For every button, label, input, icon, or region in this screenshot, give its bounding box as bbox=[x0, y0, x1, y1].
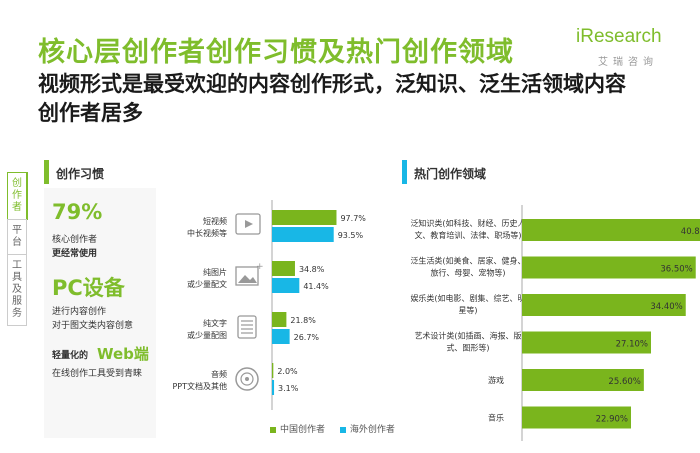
overseas-bar bbox=[272, 380, 275, 395]
legend-item-china: 中国创作者 bbox=[270, 422, 325, 435]
left-category-label: 纯图片 bbox=[203, 267, 227, 277]
stat2-line2: 对于图文类内容创意 bbox=[52, 321, 134, 331]
left-category-label: PPT文档及其他 bbox=[172, 381, 227, 391]
china-bar bbox=[272, 261, 295, 276]
china-bar bbox=[272, 210, 337, 225]
field-value-label: 36.50% bbox=[660, 265, 692, 275]
field-bar bbox=[522, 406, 632, 429]
audio-disc-icon bbox=[235, 367, 259, 391]
stat3-line1: 在线创作工具受到青睐 bbox=[52, 369, 143, 379]
image-icon: + bbox=[235, 262, 264, 286]
field-value-label: 40.80% bbox=[681, 227, 700, 237]
field-category-label: 式、图形等) bbox=[446, 343, 489, 353]
legend-item-overseas: 海外创作者 bbox=[339, 422, 395, 435]
left-category-label: 或少量配图 bbox=[187, 330, 227, 340]
bar-value-label: 26.7% bbox=[294, 333, 320, 342]
field-category-label: 旅行、母婴、宠物等) bbox=[430, 268, 505, 278]
section-heading-fields: 热门创作领域 bbox=[414, 167, 487, 181]
stat3-prefix: 轻量化的 bbox=[52, 351, 89, 361]
bar-value-label: 97.7% bbox=[340, 214, 366, 223]
stat1-line1: 核心创作者 bbox=[52, 235, 98, 245]
overseas-bar bbox=[272, 329, 290, 344]
field-bar bbox=[522, 331, 651, 354]
stat-web: Web端 bbox=[97, 345, 149, 363]
legend-label-china: 中国创作者 bbox=[280, 425, 326, 435]
bar-value-label: 21.8% bbox=[290, 316, 316, 325]
stat1-line2: 更经常使用 bbox=[52, 249, 98, 259]
habits-panel: 79% 核心创作者 更经常使用 PC设备 进行内容创作 对于图文类内容创意 轻量… bbox=[44, 188, 156, 438]
side-tab-platform[interactable]: 平台 bbox=[7, 219, 27, 255]
field-category-label: 泛生活类(如美食、居家、健身、 bbox=[410, 256, 525, 266]
china-bar bbox=[272, 312, 287, 327]
field-value-label: 22.90% bbox=[596, 415, 628, 425]
field-category-label: 艺术设计类(如插画、海报、版 bbox=[414, 331, 521, 341]
logo-cn-text: 艾瑞咨询 bbox=[598, 57, 658, 68]
page-title: 核心层创作者创作习惯及热门创作领域 bbox=[38, 37, 514, 68]
page-subtitle: 视频形式是最受欢迎的内容创作形式，泛知识、泛生活领域内容创作者居多 bbox=[38, 72, 626, 125]
side-tabs: 创作者 平台 工具及服务 bbox=[7, 172, 28, 326]
field-bar bbox=[522, 219, 700, 241]
left-category-label: 纯文字 bbox=[203, 318, 227, 328]
bar-value-label: 93.5% bbox=[338, 231, 364, 240]
field-category-label: 游戏 bbox=[488, 375, 504, 385]
section-heading-habits: 创作习惯 bbox=[56, 167, 105, 181]
bar-value-label: 3.1% bbox=[278, 384, 299, 393]
iresearch-logo: iResearch 艾瑞咨询 bbox=[576, 26, 676, 72]
field-bar bbox=[522, 369, 644, 391]
section-marker-green bbox=[44, 160, 49, 184]
stat2-line1: 进行内容创作 bbox=[52, 307, 107, 317]
section-marker-cyan bbox=[402, 160, 407, 184]
field-value-label: 27.10% bbox=[616, 340, 648, 350]
legend-swatch-cyan bbox=[339, 426, 346, 433]
overseas-bar bbox=[272, 278, 300, 293]
field-bar bbox=[522, 294, 686, 316]
left-category-label: 短视频 bbox=[203, 216, 227, 226]
field-category-label: 文、教育培训、法律、职场等) bbox=[414, 230, 521, 240]
video-icon bbox=[235, 213, 261, 235]
overseas-bar bbox=[272, 227, 334, 242]
stat-pc-device: PC设备 bbox=[52, 276, 125, 300]
legend: 中国创作者 海外创作者 bbox=[270, 422, 407, 435]
field-bar bbox=[522, 256, 696, 279]
field-category-label: 音乐 bbox=[488, 413, 504, 423]
legend-label-overseas: 海外创作者 bbox=[349, 425, 395, 435]
field-value-label: 34.40% bbox=[650, 302, 682, 312]
legend-swatch-green bbox=[270, 426, 276, 433]
left-category-label: 中长视频等 bbox=[187, 228, 227, 238]
logo-text: iResearch bbox=[576, 26, 662, 47]
bar-value-label: 34.8% bbox=[299, 265, 325, 274]
left-category-label: 或少量配文 bbox=[187, 279, 227, 289]
field-category-label: 泛知识类(如科技、财经、历史人 bbox=[410, 218, 525, 228]
side-tab-tools[interactable]: 工具及服务 bbox=[7, 254, 27, 326]
bar-value-label: 41.4% bbox=[303, 282, 329, 291]
left-category-label: 音频 bbox=[211, 369, 227, 379]
side-tab-creator[interactable]: 创作者 bbox=[7, 172, 28, 220]
document-icon bbox=[237, 315, 257, 339]
field-category-label: 星等) bbox=[458, 305, 477, 315]
svg-text:+: + bbox=[256, 262, 264, 272]
bar-value-label: 2.0% bbox=[277, 367, 298, 376]
field-category-label: 娱乐类(如电影、剧集、综艺、明 bbox=[410, 293, 525, 303]
stat-percent: 79% bbox=[52, 200, 103, 224]
field-value-label: 25.60% bbox=[608, 377, 640, 387]
china-bar bbox=[272, 363, 274, 378]
